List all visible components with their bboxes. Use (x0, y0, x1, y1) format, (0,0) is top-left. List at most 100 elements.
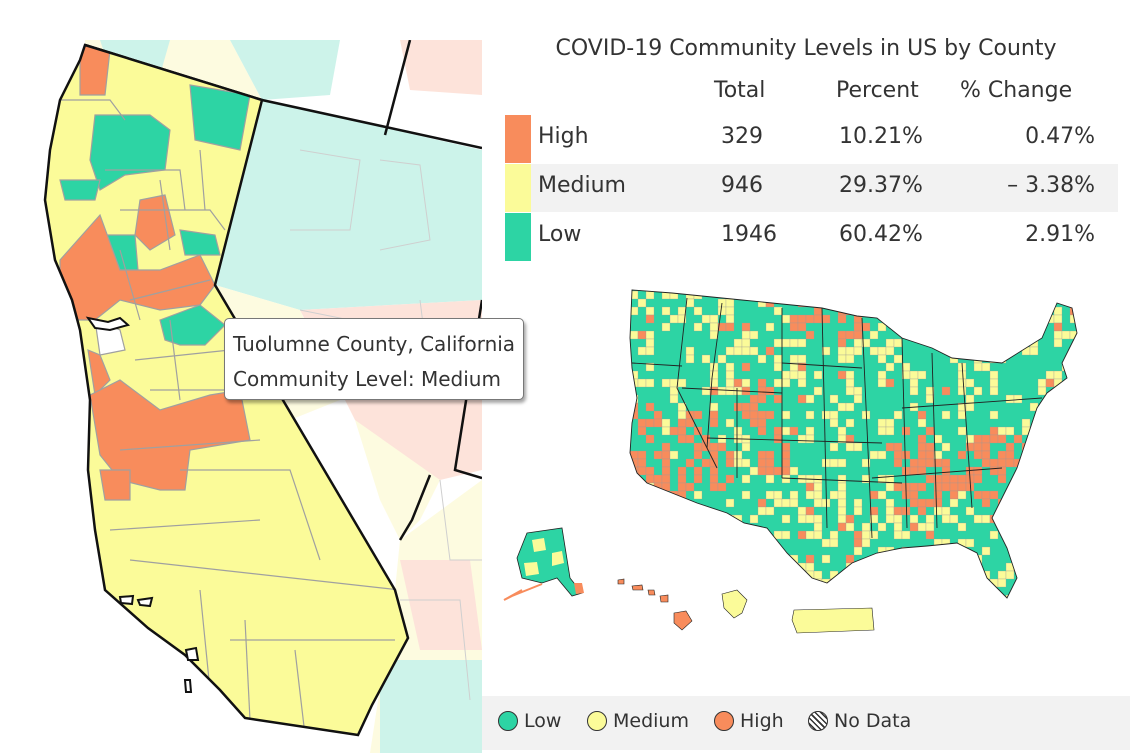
county-cell[interactable] (653, 562, 663, 572)
county-cell[interactable] (829, 394, 839, 404)
county-cell[interactable] (677, 570, 687, 580)
county-cell[interactable] (709, 410, 719, 420)
county-cell[interactable] (630, 458, 639, 468)
county-cell[interactable] (909, 490, 919, 500)
county-cell[interactable] (965, 538, 975, 548)
county-cell[interactable] (893, 522, 903, 532)
county-cell[interactable] (997, 322, 1007, 332)
county-cell[interactable] (1037, 306, 1047, 316)
county-cell[interactable] (645, 466, 655, 476)
county-cell[interactable] (1045, 458, 1055, 468)
county-cell[interactable] (853, 306, 863, 316)
county-cell[interactable] (901, 426, 911, 436)
county-cell[interactable] (637, 466, 647, 476)
county-cell[interactable] (622, 586, 631, 596)
county-cell[interactable] (749, 554, 759, 564)
county-cell[interactable] (1037, 290, 1047, 300)
county-cell[interactable] (1005, 506, 1015, 516)
county-cell[interactable] (853, 506, 863, 516)
county-cell[interactable] (1069, 498, 1078, 508)
county-cell[interactable] (677, 482, 687, 492)
county-cell[interactable] (805, 514, 815, 524)
county-cell[interactable] (677, 378, 687, 388)
county-cell[interactable] (765, 474, 775, 484)
county-cell[interactable] (797, 354, 807, 364)
county-cell[interactable] (813, 283, 823, 292)
county-cell[interactable] (749, 466, 759, 476)
county-cell[interactable] (853, 498, 863, 508)
county-cell[interactable] (894, 603, 902, 611)
county-cell[interactable] (741, 530, 751, 540)
county-cell[interactable] (1013, 538, 1023, 548)
county-cell[interactable] (981, 458, 991, 468)
county-cell[interactable] (630, 306, 639, 316)
county-cell[interactable] (637, 330, 647, 340)
county-cell[interactable] (797, 370, 807, 380)
county-cell[interactable] (893, 578, 903, 588)
county-cell[interactable] (933, 506, 943, 516)
county-cell[interactable] (1013, 530, 1023, 540)
county-cell[interactable] (797, 594, 807, 603)
county-cell[interactable] (797, 378, 807, 388)
county-cell[interactable] (829, 418, 839, 428)
county-cell[interactable] (997, 570, 1007, 580)
county-cell[interactable] (805, 482, 815, 492)
county-cell[interactable] (701, 506, 711, 516)
county-cell[interactable] (1005, 346, 1015, 356)
county-cell[interactable] (949, 290, 959, 300)
county-cell[interactable] (885, 514, 895, 524)
county-cell[interactable] (773, 283, 783, 292)
county-cell[interactable] (909, 498, 919, 508)
county-cell[interactable] (957, 314, 967, 324)
county-cell[interactable] (989, 386, 999, 396)
county-cell[interactable] (1005, 283, 1015, 292)
county-cell[interactable] (973, 474, 983, 484)
county-cell[interactable] (805, 578, 815, 588)
county-cell[interactable] (997, 354, 1007, 364)
county-cell[interactable] (773, 490, 783, 500)
county-cell[interactable] (773, 426, 783, 436)
county-cell[interactable] (997, 450, 1007, 460)
county-cell[interactable] (717, 354, 727, 364)
county-cell[interactable] (741, 458, 751, 468)
county-cell[interactable] (622, 474, 631, 484)
county-cell[interactable] (949, 474, 959, 484)
county-cell[interactable] (957, 594, 967, 603)
county-cell[interactable] (861, 458, 871, 468)
county-cell[interactable] (893, 530, 903, 540)
county-cell[interactable] (765, 346, 775, 356)
county-cell[interactable] (1078, 387, 1086, 395)
county-cell[interactable] (709, 370, 719, 380)
county-cell[interactable] (933, 570, 943, 580)
county-cell[interactable] (933, 538, 943, 548)
county-cell[interactable] (877, 554, 887, 564)
county-cell[interactable] (925, 450, 935, 460)
county-cell[interactable] (1029, 538, 1039, 548)
county-cell[interactable] (693, 466, 703, 476)
county-cell[interactable] (1013, 434, 1023, 444)
county-cell[interactable] (678, 603, 686, 611)
county-cell[interactable] (749, 418, 759, 428)
county-cell[interactable] (701, 386, 711, 396)
county-cell[interactable] (917, 370, 927, 380)
county-cell[interactable] (885, 298, 895, 308)
county-cell[interactable] (1053, 338, 1063, 348)
county-cell[interactable] (725, 290, 735, 300)
county-cell[interactable] (869, 330, 879, 340)
county-cell[interactable] (749, 402, 759, 412)
county-cell[interactable] (1045, 530, 1055, 540)
county-cell[interactable] (989, 426, 999, 436)
county-cell[interactable] (1005, 442, 1015, 452)
county-cell[interactable] (773, 466, 783, 476)
county-cell[interactable] (741, 322, 751, 332)
county-cell[interactable] (765, 290, 775, 300)
county-cell[interactable] (925, 322, 935, 332)
county-cell[interactable] (637, 530, 647, 540)
county-cell[interactable] (677, 466, 687, 476)
county-cell[interactable] (1021, 474, 1031, 484)
county-cell[interactable] (741, 402, 751, 412)
county-cell[interactable] (733, 530, 743, 540)
county-cell[interactable] (1013, 594, 1023, 603)
county-cell[interactable] (885, 362, 895, 372)
county-cell[interactable] (725, 283, 735, 292)
